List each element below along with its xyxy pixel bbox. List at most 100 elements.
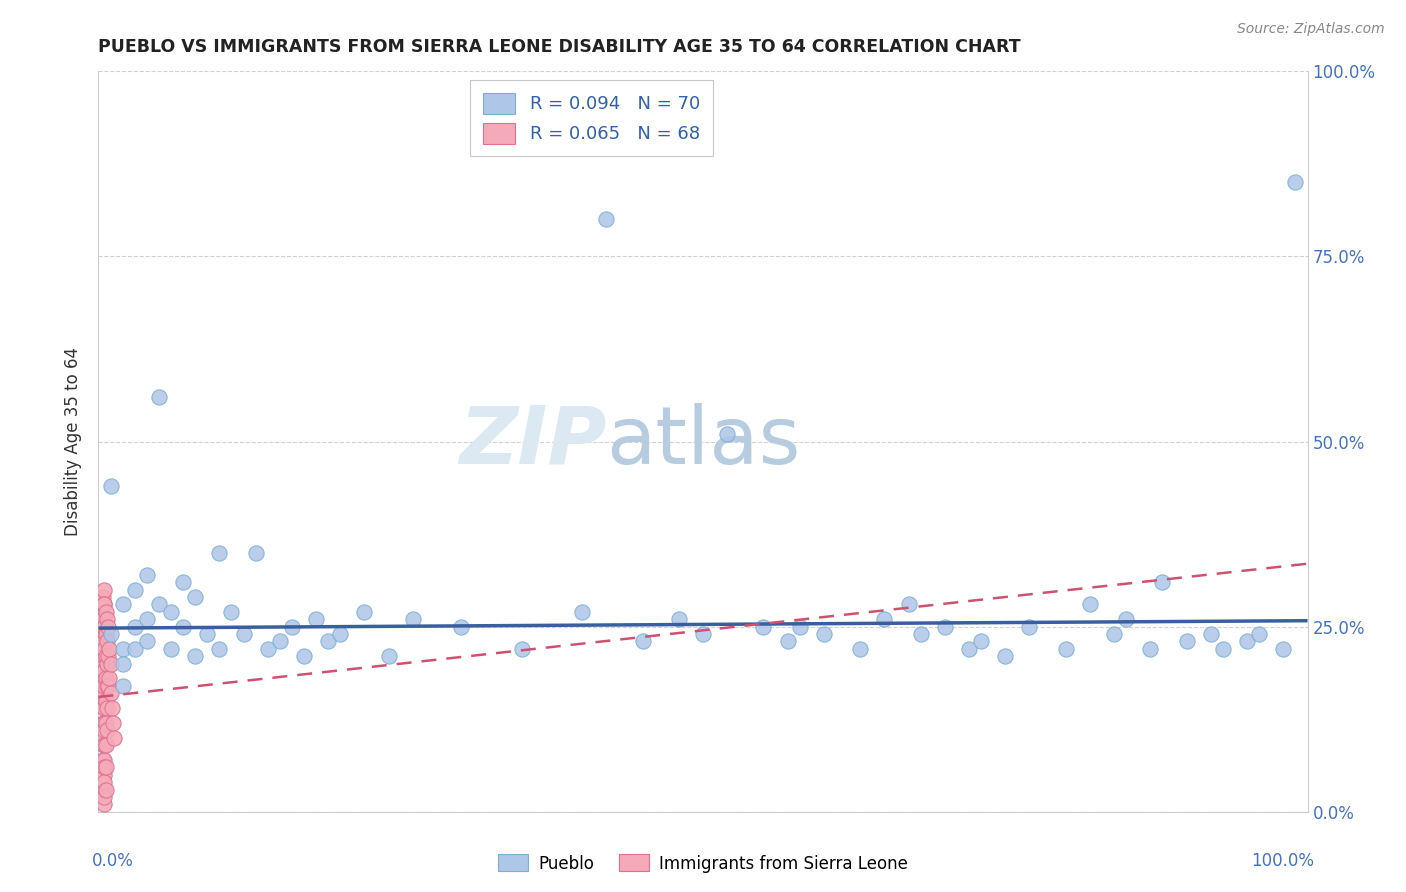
- Text: Source: ZipAtlas.com: Source: ZipAtlas.com: [1237, 22, 1385, 37]
- Point: [160, 605, 183, 619]
- Point: [957, 641, 980, 656]
- Point: [93, 775, 115, 789]
- Point: [934, 619, 956, 633]
- Point: [1249, 627, 1271, 641]
- Point: [93, 715, 115, 730]
- Point: [970, 634, 993, 648]
- Point: [93, 782, 115, 797]
- Point: [91, 590, 114, 604]
- Point: [98, 672, 121, 686]
- Point: [91, 753, 114, 767]
- Text: PUEBLO VS IMMIGRANTS FROM SIERRA LEONE DISABILITY AGE 35 TO 64 CORRELATION CHART: PUEBLO VS IMMIGRANTS FROM SIERRA LEONE D…: [98, 38, 1021, 56]
- Point: [100, 479, 122, 493]
- Point: [910, 627, 932, 641]
- Point: [752, 619, 775, 633]
- Point: [93, 789, 115, 804]
- Point: [716, 427, 738, 442]
- Point: [93, 672, 115, 686]
- Point: [329, 627, 352, 641]
- Point: [98, 641, 121, 656]
- Point: [450, 619, 472, 633]
- Point: [94, 694, 117, 708]
- Point: [1078, 598, 1101, 612]
- Point: [91, 612, 114, 626]
- Point: [93, 686, 115, 700]
- Point: [96, 634, 118, 648]
- Point: [96, 612, 118, 626]
- Point: [93, 664, 115, 678]
- Point: [208, 641, 231, 656]
- Point: [1102, 627, 1125, 641]
- Point: [91, 598, 114, 612]
- Point: [93, 753, 115, 767]
- Point: [221, 605, 243, 619]
- Point: [101, 715, 124, 730]
- Point: [160, 641, 183, 656]
- Point: [353, 605, 375, 619]
- Point: [93, 679, 115, 693]
- Point: [571, 605, 593, 619]
- Point: [208, 546, 231, 560]
- Point: [91, 679, 114, 693]
- Point: [172, 619, 194, 633]
- Point: [631, 634, 654, 648]
- Point: [94, 782, 117, 797]
- Text: 0.0%: 0.0%: [93, 853, 134, 871]
- Point: [124, 619, 146, 633]
- Point: [1115, 612, 1137, 626]
- Point: [93, 701, 115, 715]
- Point: [93, 598, 115, 612]
- Point: [100, 627, 122, 641]
- Point: [148, 598, 170, 612]
- Point: [103, 731, 125, 745]
- Point: [91, 627, 114, 641]
- Point: [94, 715, 117, 730]
- Point: [111, 657, 134, 671]
- Point: [1175, 634, 1198, 648]
- Point: [111, 679, 134, 693]
- Point: [97, 619, 120, 633]
- Point: [245, 546, 267, 560]
- Point: [91, 731, 114, 745]
- Point: [91, 694, 114, 708]
- Text: atlas: atlas: [606, 402, 800, 481]
- Point: [124, 641, 146, 656]
- Point: [100, 701, 122, 715]
- Point: [94, 649, 117, 664]
- Point: [305, 612, 328, 626]
- Point: [111, 641, 134, 656]
- Point: [91, 641, 114, 656]
- Point: [135, 612, 157, 626]
- Point: [316, 634, 339, 648]
- Point: [100, 657, 122, 671]
- Point: [1284, 175, 1306, 190]
- Point: [91, 679, 114, 693]
- Point: [184, 590, 207, 604]
- Point: [1018, 619, 1040, 633]
- Point: [510, 641, 533, 656]
- Point: [91, 657, 114, 671]
- Point: [292, 649, 315, 664]
- Point: [281, 619, 304, 633]
- Point: [100, 686, 122, 700]
- Y-axis label: Disability Age 35 to 64: Disability Age 35 to 64: [65, 347, 83, 536]
- Point: [93, 649, 115, 664]
- Point: [377, 649, 399, 664]
- Point: [93, 738, 115, 752]
- Point: [184, 649, 207, 664]
- Point: [90, 641, 112, 656]
- Point: [93, 598, 115, 612]
- Point: [1139, 641, 1161, 656]
- Point: [692, 627, 714, 641]
- Point: [595, 212, 617, 227]
- Point: [1212, 641, 1234, 656]
- Point: [402, 612, 425, 626]
- Point: [94, 627, 117, 641]
- Point: [94, 605, 117, 619]
- Point: [93, 797, 115, 812]
- Point: [91, 634, 114, 648]
- Point: [135, 567, 157, 582]
- Point: [135, 634, 157, 648]
- Point: [97, 649, 120, 664]
- Text: 100.0%: 100.0%: [1250, 853, 1313, 871]
